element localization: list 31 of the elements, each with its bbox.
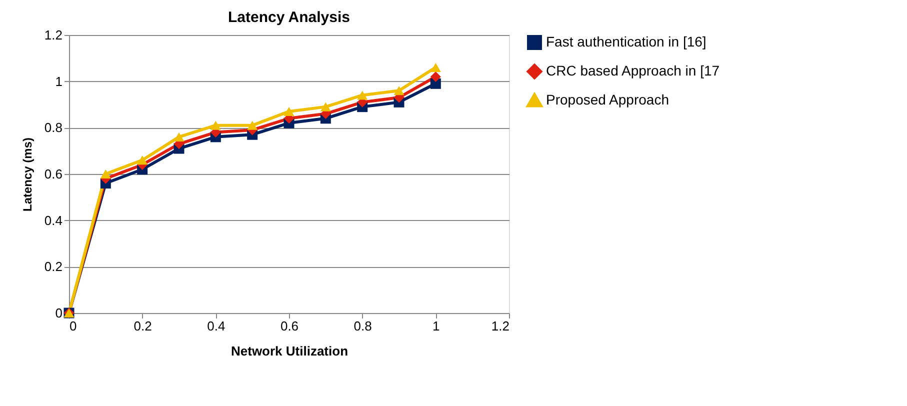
- x-tick-label: 0.8: [354, 318, 372, 334]
- point: [430, 62, 441, 72]
- chart-title: Latency Analysis: [228, 9, 350, 26]
- point: [320, 102, 331, 112]
- y-tick-label: 0.2: [44, 259, 62, 274]
- point: [247, 120, 258, 130]
- y-tick-label: 0.8: [44, 120, 62, 136]
- y-axis-title: Latency (ms): [20, 137, 34, 212]
- x-tick-label: 1: [432, 318, 440, 334]
- y-tick-label: 0.4: [44, 212, 62, 228]
- point: [137, 156, 148, 165]
- legend-label: Proposed Approach: [546, 92, 669, 108]
- point: [100, 169, 111, 179]
- x-tick-label: 0.2: [134, 318, 152, 334]
- x-tick-label: 0.6: [280, 318, 299, 334]
- x-tick-label: 1.2: [491, 318, 510, 334]
- y-tick-label: 0: [55, 306, 62, 320]
- point: [284, 106, 294, 116]
- y-tick-label: 1.2: [44, 28, 62, 42]
- y-tick-label: 1: [55, 74, 62, 89]
- point: [210, 120, 221, 130]
- point: [430, 71, 441, 82]
- x-tick-label: 0.4: [207, 318, 226, 334]
- point: [394, 86, 404, 96]
- legend-label: CRC based Approach in [17: [546, 62, 720, 78]
- point: [174, 132, 184, 142]
- legend-label: Fast authentication in [16]: [546, 34, 706, 50]
- x-tick-label: 0: [70, 318, 77, 334]
- y-tick-label: 0.6: [44, 166, 62, 182]
- x-axis-title: Network Utilization: [230, 344, 348, 358]
- point: [357, 90, 368, 100]
